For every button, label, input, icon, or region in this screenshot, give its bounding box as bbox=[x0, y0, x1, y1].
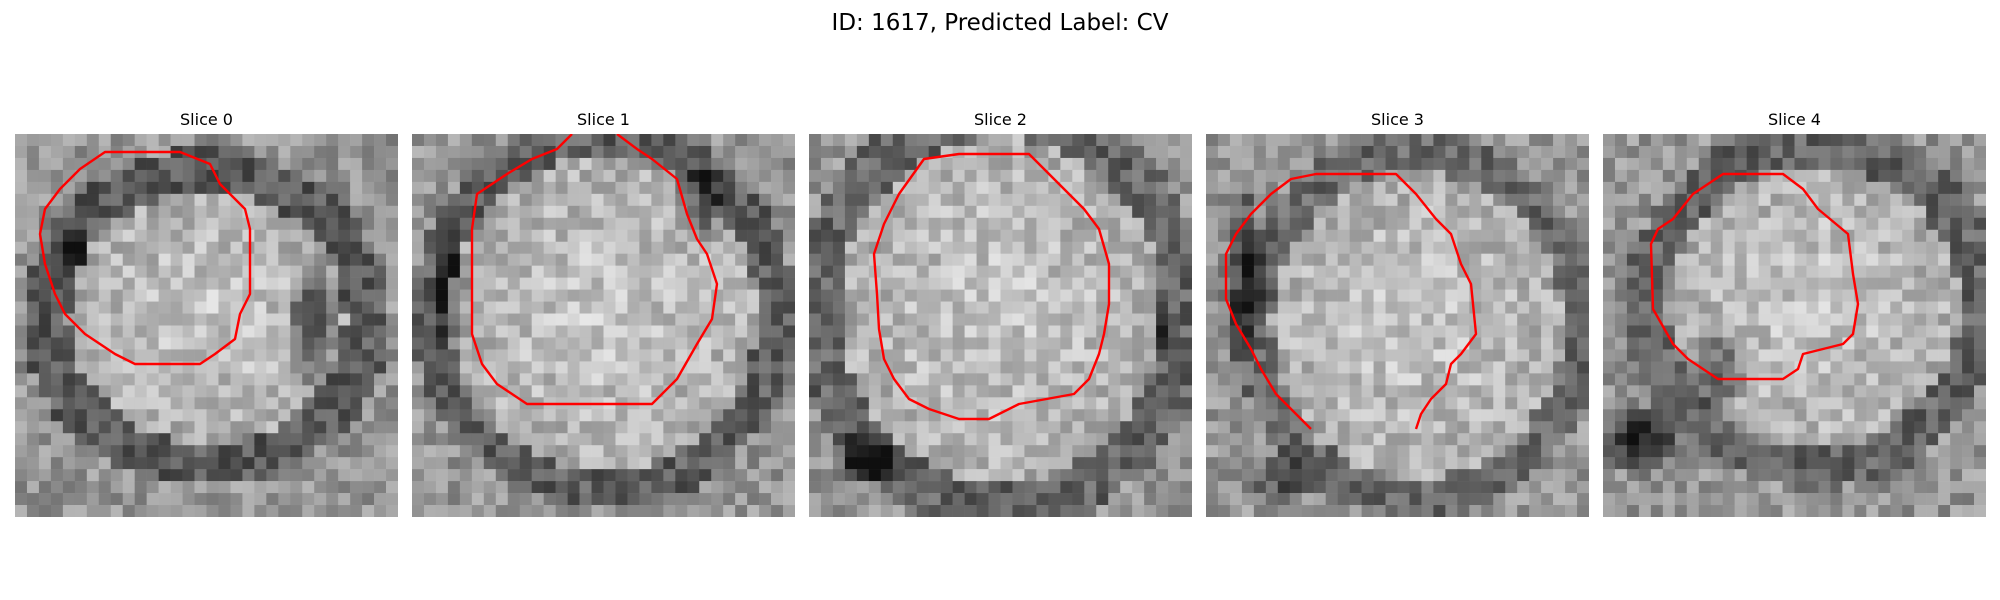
figure-title: ID: 1617, Predicted Label: CV bbox=[831, 10, 1169, 36]
slice-image bbox=[1603, 134, 1986, 517]
segmentation-contour bbox=[872, 152, 1111, 421]
slice-title: Slice 0 bbox=[180, 110, 233, 129]
slice-image bbox=[1206, 134, 1589, 517]
slice-image bbox=[15, 134, 398, 517]
slice-title: Slice 2 bbox=[974, 110, 1027, 129]
slice-image bbox=[412, 134, 795, 517]
segmentation-contour bbox=[1224, 172, 1478, 430]
slice-panel-4: Slice 4 bbox=[1603, 110, 1986, 517]
slice-title: Slice 4 bbox=[1768, 110, 1821, 129]
slice-title: Slice 3 bbox=[1371, 110, 1424, 129]
slice-image bbox=[809, 134, 1192, 517]
slice-panel-0: Slice 0 bbox=[15, 110, 398, 517]
segmentation-contour bbox=[1649, 172, 1860, 381]
slice-title: Slice 1 bbox=[577, 110, 630, 129]
slice-panel-3: Slice 3 bbox=[1206, 110, 1589, 517]
slice-panel-2: Slice 2 bbox=[809, 110, 1192, 517]
segmentation-contour bbox=[470, 134, 719, 406]
slice-panel-1: Slice 1 bbox=[412, 110, 795, 517]
segmentation-contour bbox=[38, 150, 252, 366]
